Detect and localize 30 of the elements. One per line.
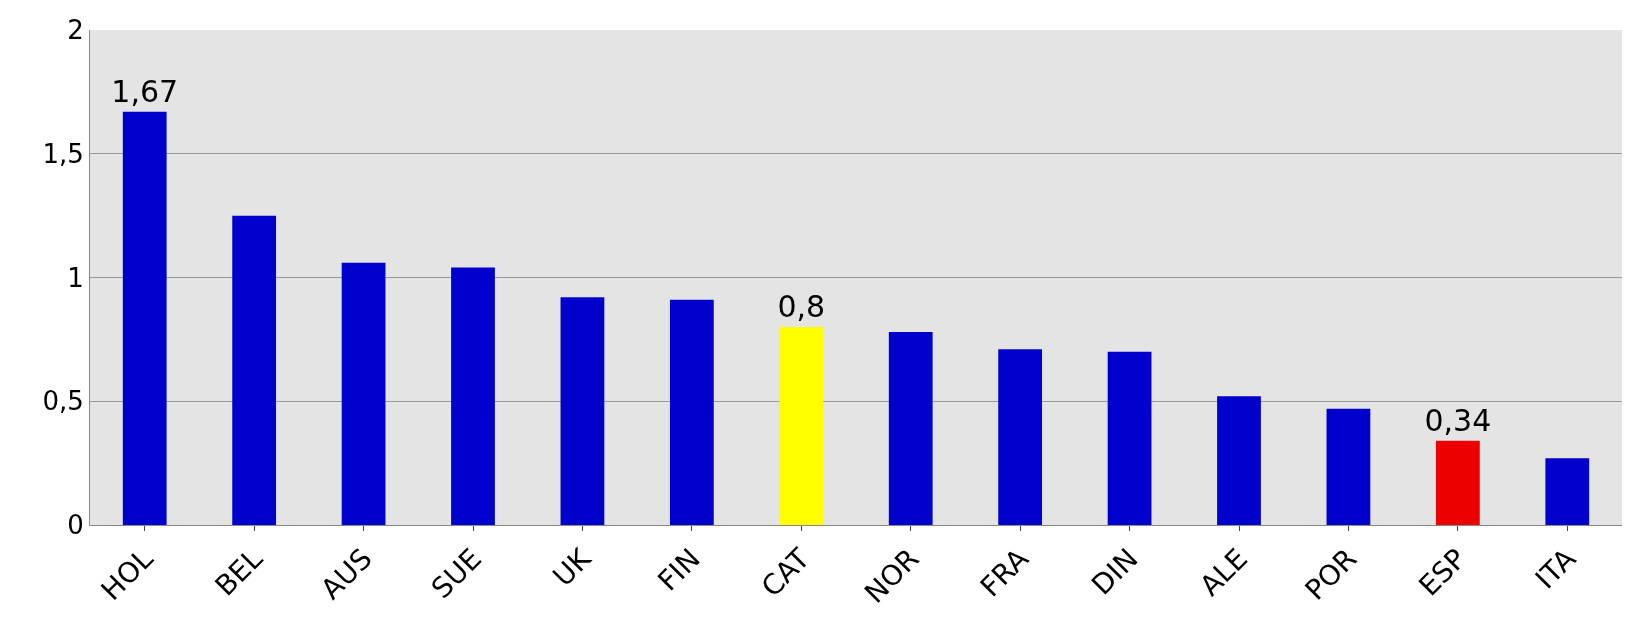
bar (1326, 408, 1371, 525)
bar (122, 111, 167, 525)
bar (1107, 351, 1152, 525)
y-tick-label: 2 (67, 15, 84, 46)
x-tick-label: FIN (651, 542, 707, 598)
y-tick-label: 1 (67, 262, 84, 293)
x-tick-label: DIN (1085, 542, 1145, 602)
data-label: 0,8 (777, 289, 826, 324)
x-tick-label: ESP (1412, 542, 1473, 603)
bar (560, 297, 605, 525)
data-label: 0,34 (1424, 402, 1492, 438)
data-label: 1,67 (111, 73, 179, 109)
bar (341, 262, 386, 525)
x-tick-label: HOL (94, 541, 160, 607)
bar (232, 215, 277, 525)
bar (1435, 440, 1480, 525)
bar (1545, 458, 1590, 525)
bar (451, 267, 495, 525)
y-tick-label: 1,5 (42, 138, 84, 169)
bar (1217, 396, 1261, 525)
x-tick-label: BEL (208, 541, 270, 603)
y-tick-label: 0,5 (42, 386, 84, 417)
x-tick-label: UK (546, 541, 598, 593)
bar (888, 331, 933, 525)
bar (669, 299, 714, 525)
bar (779, 327, 824, 525)
y-tick-label: 0 (67, 510, 84, 541)
x-tick-label: ITA (1528, 542, 1583, 596)
bar (998, 349, 1043, 525)
x-tick-label: FRA (973, 542, 1035, 604)
